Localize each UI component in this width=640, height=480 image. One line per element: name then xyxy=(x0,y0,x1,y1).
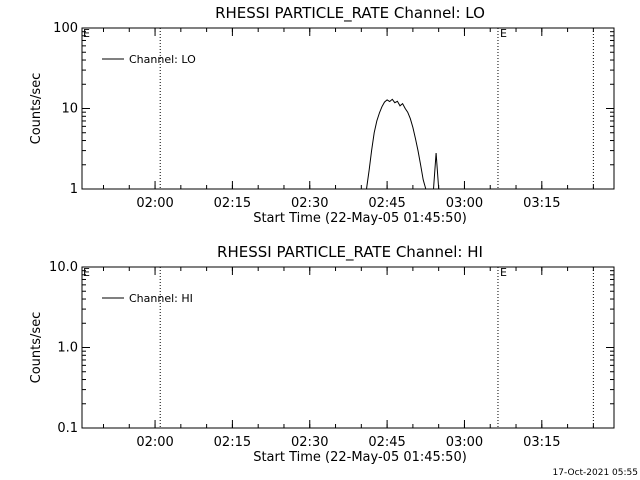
edge-marker-label: E xyxy=(83,266,90,279)
y-tick-label: 1 xyxy=(70,182,78,197)
x-tick-label: 03:15 xyxy=(523,435,560,450)
vline-label: E xyxy=(500,27,507,40)
x-tick-label: 03:15 xyxy=(523,196,560,211)
footer-timestamp: 17-Oct-2021 05:55 xyxy=(553,468,638,478)
x-tick-label: 03:00 xyxy=(446,435,483,450)
x-tick-label: 02:00 xyxy=(136,435,173,450)
x-tick-label: 02:45 xyxy=(368,435,405,450)
panel-channel-lo: RHESSI PARTICLE_RATE Channel: LO 1 10 100 02… xyxy=(29,4,615,226)
x-tick-label: 02:15 xyxy=(214,196,251,211)
x-tick-label: 03:00 xyxy=(446,196,483,211)
x-axis-label: Start Time (22-May-05 01:45:50) xyxy=(253,211,467,226)
vline-label: E xyxy=(500,266,507,279)
x-tick-label: 02:30 xyxy=(291,196,328,211)
chart-title: RHESSI PARTICLE_RATE Channel: LO xyxy=(215,4,485,23)
legend-label: Channel: HI xyxy=(129,292,193,305)
x-tick-label: 02:00 xyxy=(136,196,173,211)
series-line-lo xyxy=(366,98,440,190)
legend-label: Channel: LO xyxy=(129,53,196,66)
edge-marker-label: E xyxy=(83,27,90,40)
panel-channel-hi: RHESSI PARTICLE_RATE Channel: HI 0.1 1.0 10… xyxy=(29,243,615,465)
y-axis-label: Counts/sec xyxy=(29,312,44,384)
y-tick-label: 0.1 xyxy=(57,421,78,436)
y-tick-label: 1.0 xyxy=(57,341,78,356)
x-tick-label: 02:45 xyxy=(368,196,405,211)
x-axis-label: Start Time (22-May-05 01:45:50) xyxy=(253,450,467,465)
y-tick-label: 100 xyxy=(53,21,78,36)
x-tick-label: 02:15 xyxy=(214,435,251,450)
x-tick-label: 02:30 xyxy=(291,435,328,450)
chart-title: RHESSI PARTICLE_RATE Channel: HI xyxy=(217,243,483,262)
y-tick-label: 10 xyxy=(61,102,78,117)
y-axis-label: Counts/sec xyxy=(29,73,44,145)
y-tick-label: 10.0 xyxy=(49,260,78,275)
